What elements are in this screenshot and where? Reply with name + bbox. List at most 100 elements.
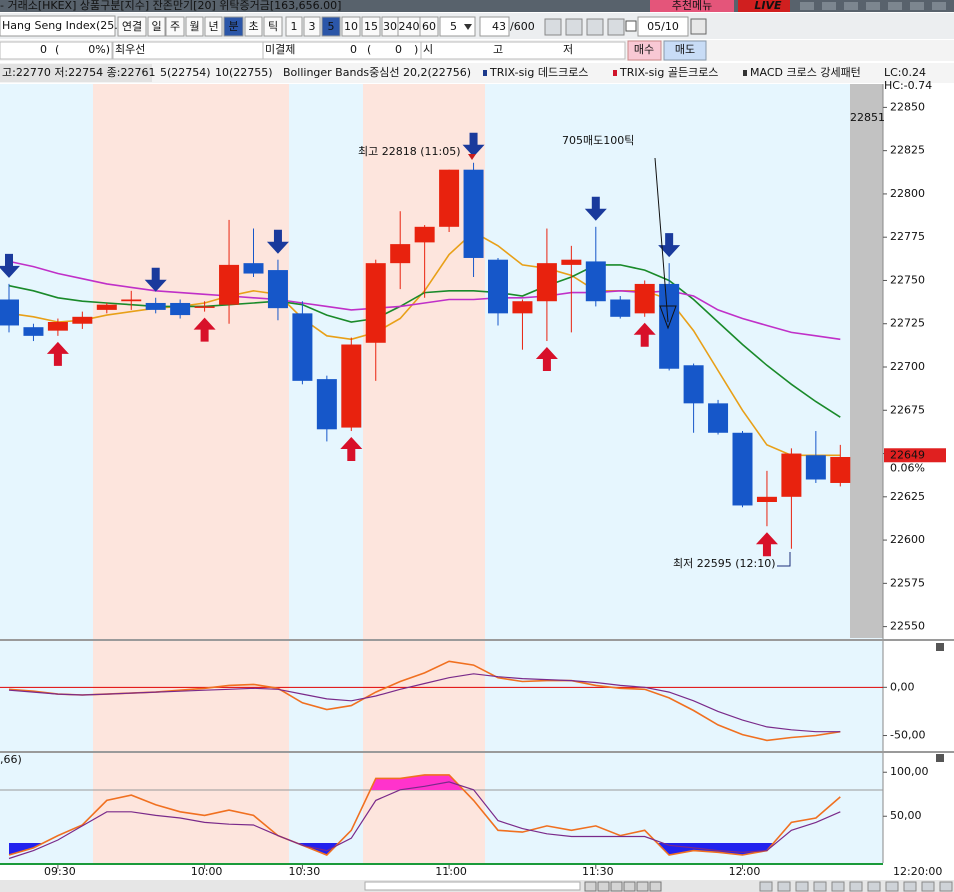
status-icon[interactable]: [831, 881, 845, 892]
period-label[interactable]: 1: [291, 20, 298, 33]
nav-button[interactable]: [649, 881, 662, 892]
period-label[interactable]: 년: [208, 20, 218, 33]
period-label[interactable]: 15: [364, 20, 378, 33]
symbol-box[interactable]: [0, 15, 116, 37]
buy-signal-arrow: [340, 437, 363, 462]
period-label[interactable]: 5: [328, 20, 335, 33]
window-icon[interactable]: [888, 2, 902, 10]
scrollbar[interactable]: [364, 881, 581, 891]
period-button[interactable]: [285, 16, 303, 37]
time-axis: [0, 863, 954, 880]
sell-signal-arrow: [144, 267, 167, 292]
period-button[interactable]: [117, 16, 147, 37]
period-button[interactable]: [244, 16, 263, 37]
period-button[interactable]: [147, 16, 166, 37]
sell-button[interactable]: [663, 40, 707, 61]
nav-button[interactable]: [597, 881, 610, 892]
status-icon[interactable]: [921, 881, 935, 892]
status-icon[interactable]: [759, 881, 773, 892]
note: 705매도100틱: [562, 134, 634, 147]
candle-body: [463, 169, 484, 258]
x-tick-label: 09:30: [44, 865, 76, 878]
period-label[interactable]: 주: [170, 20, 180, 33]
panel-close[interactable]: [936, 754, 944, 762]
window-icon[interactable]: [866, 2, 880, 10]
period-button[interactable]: [419, 16, 439, 37]
y-tick-label: 22700: [890, 360, 925, 373]
status-icon[interactable]: [903, 881, 917, 892]
window-icon[interactable]: [844, 2, 858, 10]
y-tick-label: 22750: [890, 273, 925, 286]
status-icon[interactable]: [867, 881, 881, 892]
nav-button[interactable]: [584, 881, 597, 892]
legend-swatch: [483, 70, 487, 76]
period-button[interactable]: [263, 16, 283, 37]
y-tick-label: 22550: [890, 620, 925, 633]
status-icon[interactable]: [939, 881, 953, 892]
period-label[interactable]: 연결: [122, 20, 142, 33]
date[interactable]: 05/10: [647, 20, 679, 33]
tool-icon[interactable]: [544, 18, 562, 36]
interval[interactable]: 5: [450, 20, 457, 33]
period-button[interactable]: [204, 16, 223, 37]
period-button[interactable]: [341, 16, 361, 37]
tool-icon[interactable]: [586, 18, 604, 36]
candle-body: [805, 455, 826, 480]
period-label[interactable]: 3: [309, 20, 316, 33]
status-icon[interactable]: [849, 881, 863, 892]
status-icon[interactable]: [777, 881, 791, 892]
buy-button[interactable]: [627, 40, 662, 61]
signal-entry: TRIX-sig 데드크로스: [489, 66, 588, 79]
window-icon[interactable]: [822, 2, 836, 10]
period-button[interactable]: [165, 16, 185, 37]
period-label[interactable]: 60: [422, 20, 436, 33]
count-box[interactable]: [479, 16, 510, 37]
candle-body: [243, 263, 264, 274]
window-icon[interactable]: [910, 2, 924, 10]
tool-icon[interactable]: [565, 18, 583, 36]
tool-icon[interactable]: [607, 18, 625, 36]
recommend-label[interactable]: 추천메뉴: [672, 0, 712, 12]
panel-close[interactable]: [936, 643, 944, 651]
period-label[interactable]: 240: [399, 20, 420, 33]
period-button[interactable]: [303, 16, 321, 37]
calendar-icon[interactable]: [690, 18, 707, 35]
sell-signal-arrow: [0, 253, 20, 278]
nav-button[interactable]: [623, 881, 636, 892]
count[interactable]: 43: [492, 20, 506, 33]
period-button[interactable]: [223, 16, 244, 37]
live-button[interactable]: [738, 0, 790, 12]
period-button[interactable]: [185, 16, 204, 37]
interval-box[interactable]: [439, 16, 476, 37]
nav-button[interactable]: [610, 881, 623, 892]
buy-label[interactable]: 매수: [634, 43, 654, 56]
period-label[interactable]: 초: [248, 20, 258, 33]
candle-body: [194, 306, 215, 308]
status-icon[interactable]: [885, 881, 899, 892]
y-tick-label: 50,00: [890, 809, 922, 822]
period-button[interactable]: [321, 16, 341, 37]
count-max: /600: [510, 20, 535, 33]
sell-label[interactable]: 매도: [675, 43, 695, 56]
date-box[interactable]: [637, 16, 689, 37]
nav-button[interactable]: [636, 881, 649, 892]
window-icon[interactable]: [932, 2, 946, 10]
period-label[interactable]: 월: [189, 20, 199, 33]
recommend-button[interactable]: [650, 0, 734, 12]
live-label[interactable]: LIVE: [754, 0, 782, 12]
checkbox[interactable]: [625, 20, 637, 32]
period-label[interactable]: 틱: [268, 20, 278, 33]
period-button[interactable]: [361, 16, 381, 37]
quote-cell: (: [367, 43, 371, 56]
y-tick-label: -50,00: [890, 729, 925, 742]
quote-cell: ): [414, 43, 418, 56]
status-icon[interactable]: [795, 881, 809, 892]
window-icon[interactable]: [800, 2, 814, 10]
candle-body: [683, 365, 704, 404]
status-icon[interactable]: [813, 881, 827, 892]
period-label[interactable]: 30: [383, 20, 397, 33]
period-label[interactable]: 10: [344, 20, 358, 33]
period-label[interactable]: 일: [151, 19, 161, 33]
period-label[interactable]: 분: [228, 20, 238, 33]
candle-body: [756, 496, 777, 502]
